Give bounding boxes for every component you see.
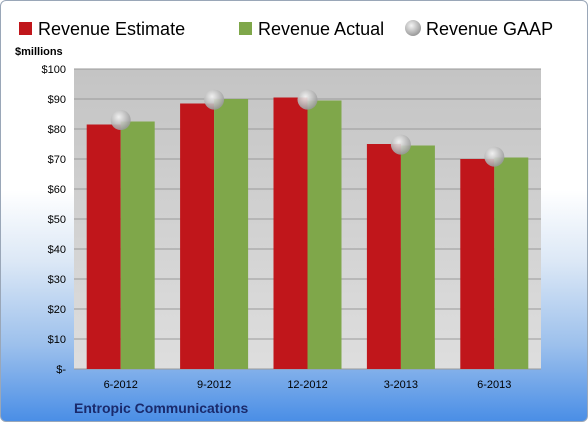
legend-swatch [19,22,32,35]
chart-legend: Revenue Estimate Revenue Actual Revenue GA… [19,19,553,39]
legend-label: Revenue GAAP [426,19,553,39]
y-axis-ticks: $- $10 $20 $30 $40 $50 $60 $70 $80 $90 $100 [42,64,67,376]
marker-revenue-gaap [204,89,225,110]
y-tick-label: $50 [48,214,66,226]
marker-revenue-gaap [484,146,505,167]
legend-label: Revenue Estimate [38,19,185,39]
legend-label: Revenue Actual [258,19,384,39]
bar-revenue-actual [307,100,342,369]
x-axis-ticks: 6-2012 9-2012 12-2012 3-2013 6-2013 [104,379,512,391]
y-tick-label: $90 [48,94,66,106]
bar-revenue-estimate [180,103,215,369]
y-tick-label: $10 [48,334,66,346]
x-tick-label: 9-2012 [197,379,231,391]
bar-revenue-estimate [86,124,121,369]
y-tick-label: $100 [42,64,66,76]
bar-revenue-estimate [366,144,401,369]
y-tick-label: $70 [48,154,66,166]
x-tick-label: 3-2013 [384,379,418,391]
bar-revenue-actual [214,99,249,369]
legend-swatch [239,22,252,35]
y-tick-label: $30 [48,274,66,286]
x-tick-label: 6-2013 [477,379,511,391]
bar-revenue-estimate [273,97,308,369]
bar-revenue-actual [400,145,435,369]
y-tick-label: $- [56,364,66,376]
bar-revenue-actual [494,157,529,369]
y-tick-label: $20 [48,304,66,316]
marker-revenue-gaap [297,89,318,110]
x-tick-label: 12-2012 [287,379,327,391]
bar-revenue-estimate [460,159,495,369]
legend-swatch [405,20,421,36]
y-tick-label: $40 [48,244,66,256]
x-tick-label: 6-2012 [104,379,138,391]
marker-revenue-gaap [110,110,131,130]
y-tick-label: $60 [48,184,66,196]
bars [86,97,529,369]
bar-revenue-actual [120,121,155,369]
gaap-markers [110,89,505,167]
y-tick-label: $80 [48,124,66,136]
company-name: Entropic Communications [74,400,248,416]
y-axis-unit-label: $millions [15,46,63,58]
marker-revenue-gaap [390,134,411,155]
